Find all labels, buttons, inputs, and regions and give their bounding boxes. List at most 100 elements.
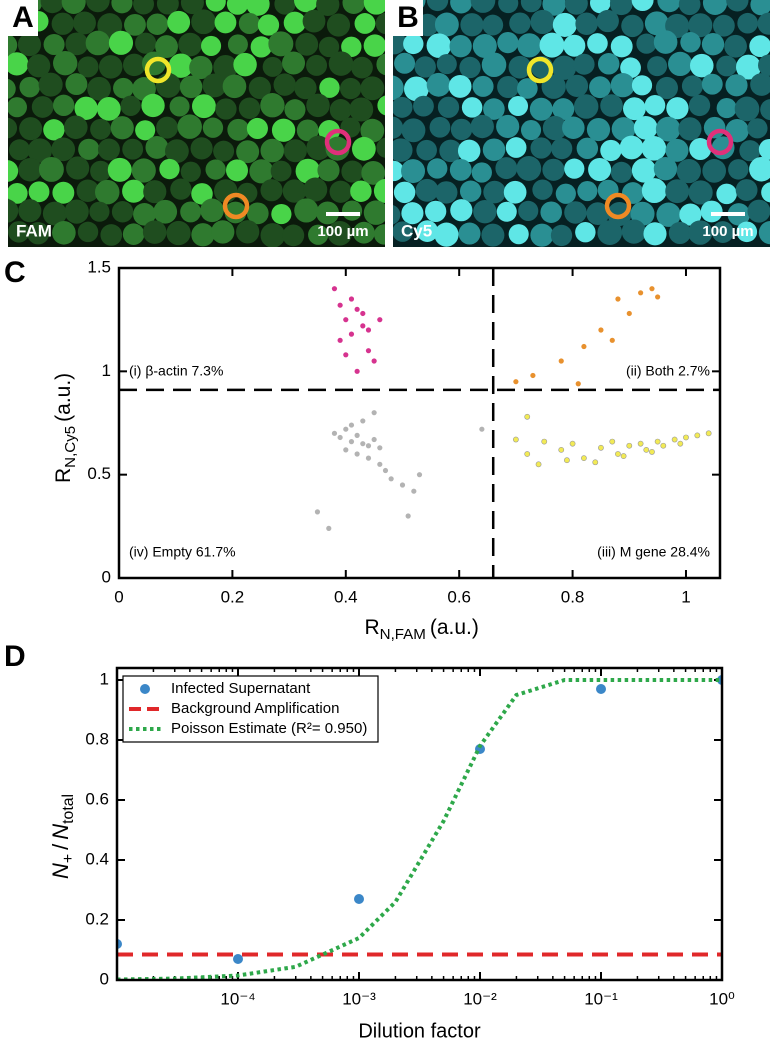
point xyxy=(337,434,343,441)
y-axis-label: N+/Ntotal xyxy=(48,794,77,879)
point xyxy=(626,442,633,449)
x-tick-label: 10⁻² xyxy=(463,989,497,1008)
point xyxy=(637,440,644,447)
droplet xyxy=(631,75,653,96)
droplet xyxy=(573,53,595,75)
droplet xyxy=(262,56,283,77)
point xyxy=(654,438,661,445)
droplet xyxy=(711,221,734,243)
droplet xyxy=(165,139,189,164)
droplet xyxy=(611,117,636,141)
x-tick-label: 1 xyxy=(681,587,690,606)
point xyxy=(671,436,678,443)
droplet xyxy=(439,139,462,163)
droplet xyxy=(133,0,155,15)
point xyxy=(365,455,372,461)
point xyxy=(615,451,621,457)
droplet xyxy=(282,224,305,247)
droplet xyxy=(737,12,758,34)
droplet xyxy=(18,157,42,182)
droplet xyxy=(761,182,770,203)
point xyxy=(331,430,338,436)
droplet xyxy=(565,74,589,98)
droplet xyxy=(52,94,75,117)
droplet xyxy=(610,35,633,58)
droplet xyxy=(401,202,424,225)
quadrant-label: (i) β-actin 7.3% xyxy=(129,363,223,379)
droplet xyxy=(200,198,224,223)
droplet xyxy=(483,98,505,120)
droplet xyxy=(517,33,542,58)
x-axis-label: Dilution factor xyxy=(358,1020,481,1042)
droplet xyxy=(38,72,63,97)
droplet xyxy=(352,221,375,244)
droplet xyxy=(564,158,585,179)
droplet xyxy=(508,55,532,79)
droplet xyxy=(17,32,42,57)
droplet xyxy=(8,221,30,243)
point xyxy=(541,438,548,445)
droplet xyxy=(415,178,439,202)
droplet xyxy=(226,0,249,15)
droplet xyxy=(655,116,681,142)
droplet xyxy=(325,136,350,161)
x-tick-label: 0.2 xyxy=(221,587,245,606)
droplet xyxy=(703,116,726,139)
droplet xyxy=(653,30,678,54)
droplet xyxy=(236,220,260,244)
droplet xyxy=(459,56,481,79)
droplet xyxy=(503,180,527,204)
droplet xyxy=(555,183,576,204)
droplet xyxy=(250,36,272,58)
panel-letter: C xyxy=(4,256,26,289)
droplet xyxy=(327,220,353,246)
droplet xyxy=(551,138,573,160)
droplet xyxy=(122,179,146,203)
droplet xyxy=(575,12,598,35)
droplet xyxy=(631,158,657,183)
droplet xyxy=(481,52,507,78)
droplet xyxy=(590,0,611,14)
droplet xyxy=(597,220,623,245)
droplet xyxy=(416,139,437,161)
scale-label: 100 µm xyxy=(702,223,753,240)
droplet xyxy=(505,137,527,158)
droplet xyxy=(702,0,728,15)
droplet xyxy=(167,10,191,34)
droplet xyxy=(342,0,366,15)
droplet xyxy=(179,75,203,99)
droplet xyxy=(282,51,306,75)
point xyxy=(405,513,411,519)
droplet xyxy=(77,56,99,78)
droplet xyxy=(61,0,86,14)
droplet xyxy=(363,200,385,225)
y-tick-label: 0.6 xyxy=(85,789,109,808)
dotted-line xyxy=(117,678,722,980)
droplet xyxy=(689,138,712,161)
point xyxy=(354,306,360,312)
point xyxy=(337,337,343,343)
droplet xyxy=(377,95,385,116)
label-part: R xyxy=(365,616,380,639)
droplet xyxy=(274,0,296,15)
droplet xyxy=(28,181,50,203)
point xyxy=(343,352,349,358)
point xyxy=(348,439,355,445)
droplet xyxy=(668,221,692,245)
droplet xyxy=(156,116,179,139)
droplet xyxy=(739,140,761,162)
droplet xyxy=(562,116,585,139)
droplet xyxy=(98,55,123,79)
droplet xyxy=(122,138,144,160)
droplet xyxy=(621,14,644,38)
droplet xyxy=(749,157,770,182)
droplet xyxy=(108,30,134,55)
point xyxy=(598,444,604,451)
droplet xyxy=(316,0,340,17)
droplet xyxy=(100,224,123,246)
highlight-ring xyxy=(706,128,734,156)
x-tick-label: 10⁻³ xyxy=(342,989,376,1008)
droplet xyxy=(716,98,737,119)
panel-letter: B xyxy=(397,1,419,34)
